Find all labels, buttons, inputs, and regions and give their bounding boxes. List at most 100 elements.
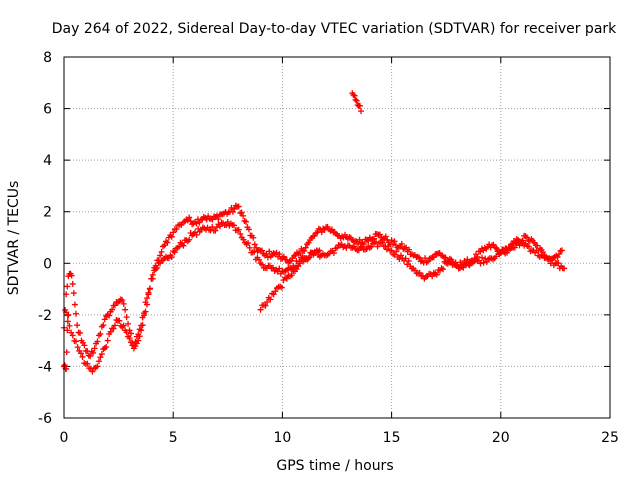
y-tick-label: 6 [43, 102, 52, 118]
chart-title: Day 264 of 2022, Sidereal Day-to-day VTE… [52, 21, 617, 37]
x-axis-label: GPS time / hours [276, 458, 393, 474]
data-point-marker [390, 241, 397, 248]
data-point-marker [270, 264, 277, 271]
data-point-marker [267, 296, 274, 303]
data-point-marker [186, 214, 193, 221]
data-point-marker [519, 239, 526, 246]
data-point-marker [388, 237, 395, 244]
data-point-marker [256, 256, 262, 263]
data-point-marker [79, 353, 86, 360]
data-point-marker [168, 254, 175, 261]
data-point-marker [120, 300, 127, 307]
data-point-marker [186, 236, 193, 243]
plot-frame [63, 56, 611, 419]
data-point-marker [64, 318, 71, 325]
data-point-marker [168, 233, 175, 240]
data-point-marker [95, 358, 102, 365]
data-point-marker [87, 353, 94, 360]
data-point-marker [457, 259, 464, 266]
data-point-marker [276, 251, 283, 258]
data-point-marker [416, 269, 423, 276]
y-tick-label: -2 [38, 308, 52, 324]
data-point-marker [119, 297, 126, 304]
data-point-marker [257, 306, 264, 313]
data-point-marker [351, 92, 358, 99]
data-point-marker [500, 249, 507, 256]
data-point-marker [525, 243, 532, 250]
data-point-marker [97, 330, 104, 337]
data-point-marker [402, 255, 409, 262]
data-point-marker [132, 338, 139, 345]
data-point-marker [306, 253, 313, 260]
data-point-marker [74, 344, 81, 351]
data-point-marker [224, 219, 231, 226]
data-point-marker [130, 345, 137, 352]
data-point-marker [556, 251, 563, 258]
data-point-marker [135, 331, 142, 338]
data-point-marker [240, 212, 247, 219]
data-point-marker [353, 97, 360, 104]
series-SDTVAR-segment-9h [257, 247, 323, 313]
data-point-marker [90, 349, 97, 356]
data-point-marker [356, 102, 363, 109]
grid-layer [64, 57, 610, 418]
data-point-marker [259, 261, 266, 268]
data-point-marker [477, 248, 484, 255]
data-point-marker [173, 226, 180, 233]
data-point-marker [404, 261, 411, 268]
data-point-marker [276, 265, 283, 272]
data-point-marker [157, 252, 164, 259]
data-point-marker [142, 299, 149, 306]
data-point-marker [368, 243, 375, 250]
data-point-marker [126, 335, 133, 342]
data-point-marker [511, 244, 518, 251]
x-tick-label: 0 [60, 430, 69, 446]
data-point-marker [383, 246, 390, 253]
data-point-marker [69, 280, 76, 287]
data-point-marker [154, 264, 161, 271]
data-point-marker [393, 248, 400, 255]
data-point-marker [374, 243, 381, 250]
data-point-marker [561, 265, 568, 272]
data-point-marker [300, 258, 307, 265]
data-point-marker [145, 289, 152, 296]
y-tick-label: 4 [43, 153, 52, 169]
data-point-marker [416, 254, 423, 261]
data-point-marker [101, 316, 108, 323]
data-point-marker [111, 322, 118, 329]
data-point-marker [111, 302, 118, 309]
data-point-marker [237, 230, 244, 237]
data-point-marker [217, 223, 223, 230]
data-point-marker [235, 203, 242, 210]
data-point-marker [104, 337, 111, 344]
tick-label-layer: 0 5 10 15 20 25 -6 -4 -2 0 2 4 6 8 [38, 50, 619, 446]
data-point-marker [391, 251, 398, 258]
data-point-marker [94, 338, 101, 345]
data-point-marker [405, 258, 412, 265]
data-point-marker [68, 272, 75, 279]
data-point-marker [246, 244, 253, 251]
data-point-marker [264, 254, 271, 261]
data-point-marker [129, 342, 136, 349]
y-tick-label: -6 [38, 411, 52, 427]
data-point-marker [170, 229, 177, 236]
data-point-marker [138, 322, 145, 329]
y-axis-label: SDTVAR / TECUs [6, 181, 22, 296]
data-point-marker [251, 248, 258, 255]
data-point-marker [352, 96, 359, 103]
data-point-marker [203, 216, 210, 223]
data-point-marker [549, 256, 556, 263]
data-point-marker [135, 337, 142, 344]
data-point-marker [215, 216, 222, 223]
data-point-marker [430, 254, 437, 261]
data-point-marker [149, 275, 156, 282]
y-tick-label: 8 [43, 50, 52, 66]
data-point-marker [379, 239, 386, 246]
data-point-marker [228, 204, 235, 211]
data-point-marker [213, 212, 220, 219]
data-point-marker [91, 345, 98, 352]
data-point-marker [497, 249, 504, 256]
data-point-marker [171, 249, 178, 256]
